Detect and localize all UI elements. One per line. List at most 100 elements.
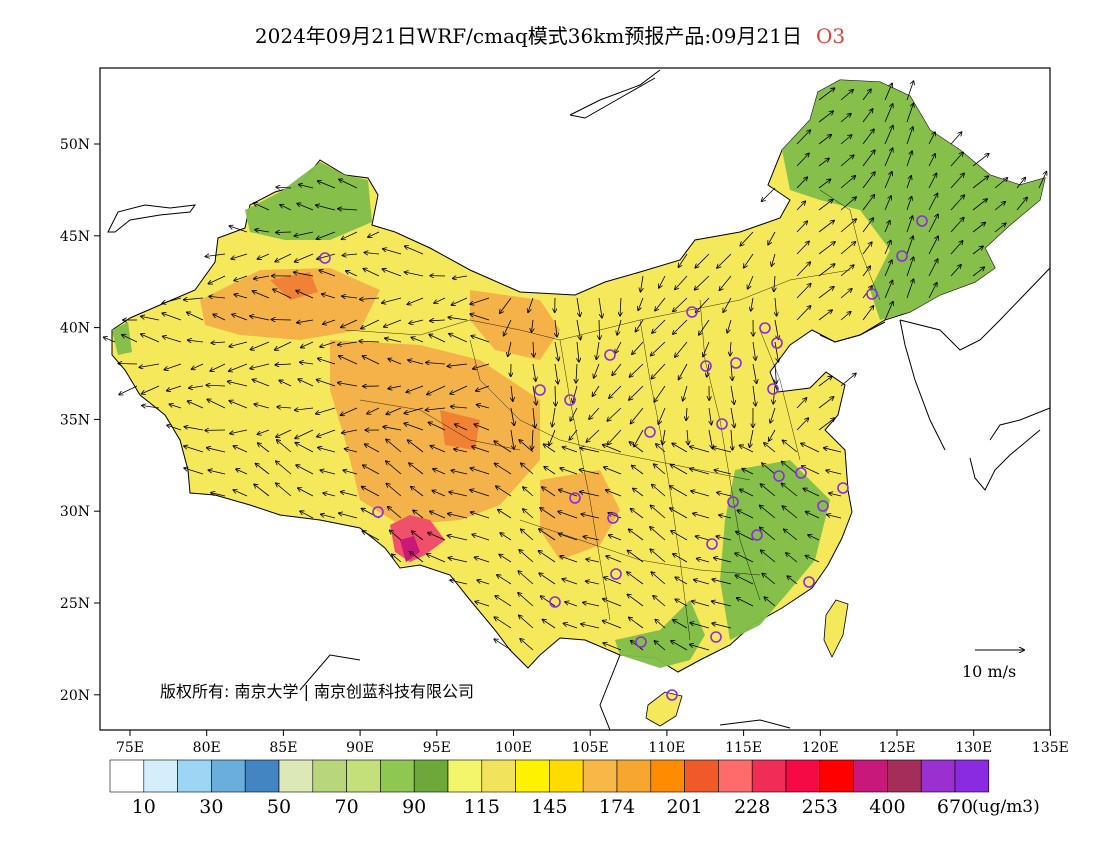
wind-vector-arrow bbox=[928, 214, 938, 233]
wind-vector-arrow bbox=[540, 508, 556, 519]
wind-vector-arrow bbox=[818, 418, 835, 431]
wind-vector-arrow bbox=[320, 341, 336, 347]
wind-vector-arrow bbox=[581, 624, 600, 629]
wind-vector-arrow bbox=[472, 535, 490, 541]
wind-vector-arrow bbox=[554, 341, 559, 361]
wind-vector-arrow bbox=[714, 558, 732, 563]
wind-vector-arrow bbox=[542, 487, 556, 497]
wind-vector-arrow bbox=[782, 484, 798, 497]
wind-vector-arrow bbox=[563, 447, 578, 453]
wind-vector-arrow bbox=[406, 385, 424, 392]
wind-vector-arrow bbox=[730, 341, 731, 356]
wind-vector-arrow bbox=[826, 470, 842, 475]
wind-vector-arrow bbox=[167, 385, 182, 391]
wind-vector-arrow bbox=[683, 385, 688, 401]
wind-vector-arrow bbox=[972, 246, 983, 255]
wind-vector-arrow bbox=[928, 283, 937, 299]
wind-vector-arrow bbox=[629, 442, 644, 453]
wind-vector-arrow bbox=[233, 490, 248, 497]
wind-vector-arrow bbox=[594, 363, 600, 378]
wind-vector-arrow bbox=[277, 407, 292, 408]
wind-vector-arrow bbox=[673, 620, 688, 629]
wind-vector-arrow bbox=[840, 373, 856, 387]
wind-vector-arrow bbox=[783, 440, 798, 453]
station-marker bbox=[916, 215, 928, 227]
station-marker bbox=[710, 631, 722, 643]
wind-vector-arrow bbox=[576, 319, 581, 340]
wind-vector-arrow bbox=[250, 363, 270, 369]
wind-vector-arrow bbox=[818, 135, 831, 145]
wind-vector-arrow bbox=[678, 253, 688, 267]
wind-vector-arrow bbox=[818, 397, 834, 409]
wind-vector-arrow bbox=[410, 552, 424, 563]
legend-label: 145 bbox=[531, 796, 567, 818]
wind-vector-arrow bbox=[544, 444, 556, 453]
wind-vector-arrow bbox=[884, 104, 893, 123]
legend-label: 400 bbox=[869, 796, 905, 818]
wind-vector-arrow bbox=[731, 429, 733, 450]
wind-vector-arrow bbox=[603, 445, 622, 453]
wind-vector-arrow bbox=[388, 507, 402, 519]
wind-vector-arrow bbox=[762, 574, 776, 585]
wind-vector-arrow bbox=[407, 297, 424, 304]
wind-vector-arrow bbox=[752, 385, 756, 406]
wind-vector-arrow bbox=[690, 447, 710, 453]
wind-vector-arrow bbox=[275, 364, 292, 365]
wind-vector-arrow bbox=[670, 508, 688, 519]
wind-vector-arrow bbox=[772, 253, 776, 266]
legend-swatch bbox=[515, 759, 550, 793]
wind-vector-arrow bbox=[742, 469, 754, 475]
wind-vector-arrow bbox=[884, 172, 892, 189]
lon-tick-label: 85E bbox=[269, 740, 297, 756]
wind-vector-arrow bbox=[528, 297, 534, 312]
wind-vector-arrow bbox=[206, 253, 226, 257]
wind-vector-arrow bbox=[690, 645, 710, 651]
wind-vector-arrow bbox=[188, 340, 204, 342]
wind-vector-arrow bbox=[562, 579, 578, 585]
wind-vector-arrow bbox=[862, 172, 875, 189]
legend-swatch bbox=[920, 759, 956, 793]
wind-vector-arrow bbox=[564, 623, 578, 629]
station-marker bbox=[666, 689, 678, 701]
wind-vector-arrow bbox=[928, 132, 935, 145]
wind-vector-arrow bbox=[504, 319, 512, 336]
wind-vector-arrow bbox=[787, 576, 798, 585]
station-marker bbox=[607, 512, 619, 524]
wind-vector-arrow bbox=[840, 114, 851, 123]
wind-vector-arrow bbox=[207, 399, 226, 409]
wind-vector-arrow bbox=[257, 253, 270, 259]
wind-vector-arrow bbox=[717, 493, 732, 497]
wind-vector-arrow bbox=[471, 512, 490, 519]
wind-vector-arrow bbox=[384, 319, 402, 327]
wind-vector-arrow bbox=[760, 505, 776, 519]
wind-vector-arrow bbox=[382, 297, 402, 303]
wind-vector-arrow bbox=[744, 253, 754, 268]
station-marker bbox=[727, 496, 739, 508]
wind-vector-arrow bbox=[430, 511, 446, 519]
wind-vector-arrow bbox=[699, 319, 710, 335]
wind-vector-arrow bbox=[840, 219, 856, 233]
wind-vector-arrow bbox=[342, 231, 358, 239]
wind-vector-arrow bbox=[533, 407, 535, 428]
wind-vector-arrow bbox=[236, 469, 248, 475]
lat-tick-label: 20N bbox=[60, 688, 90, 704]
wind-vector-arrow bbox=[650, 505, 666, 519]
wind-vector-arrow bbox=[434, 297, 446, 303]
station-marker bbox=[773, 470, 785, 482]
wind-vector-arrow bbox=[670, 486, 688, 497]
wind-vector-arrow bbox=[627, 594, 644, 607]
wind-vector-arrow bbox=[429, 335, 446, 343]
wind-vector-arrow bbox=[345, 449, 358, 453]
wind-vector-arrow bbox=[604, 467, 622, 475]
legend-label: 201 bbox=[666, 796, 702, 818]
wind-vector-arrow bbox=[361, 319, 380, 329]
wind-vector-arrow bbox=[555, 385, 556, 406]
legend-unit: (ug/m3) bbox=[972, 797, 1040, 817]
wind-vector-arrow bbox=[950, 195, 964, 211]
longitude-axis: 75E 80E 85E 90E 95E 100E 105E 110E 115E 120E 125E 1… bbox=[116, 730, 1069, 756]
wind-vector-arrow bbox=[632, 466, 644, 475]
wind-vector-arrow bbox=[690, 623, 710, 629]
wind-vector-arrow bbox=[299, 185, 314, 189]
lon-tick-label: 120E bbox=[802, 740, 839, 756]
wind-vector-arrow bbox=[829, 493, 842, 497]
